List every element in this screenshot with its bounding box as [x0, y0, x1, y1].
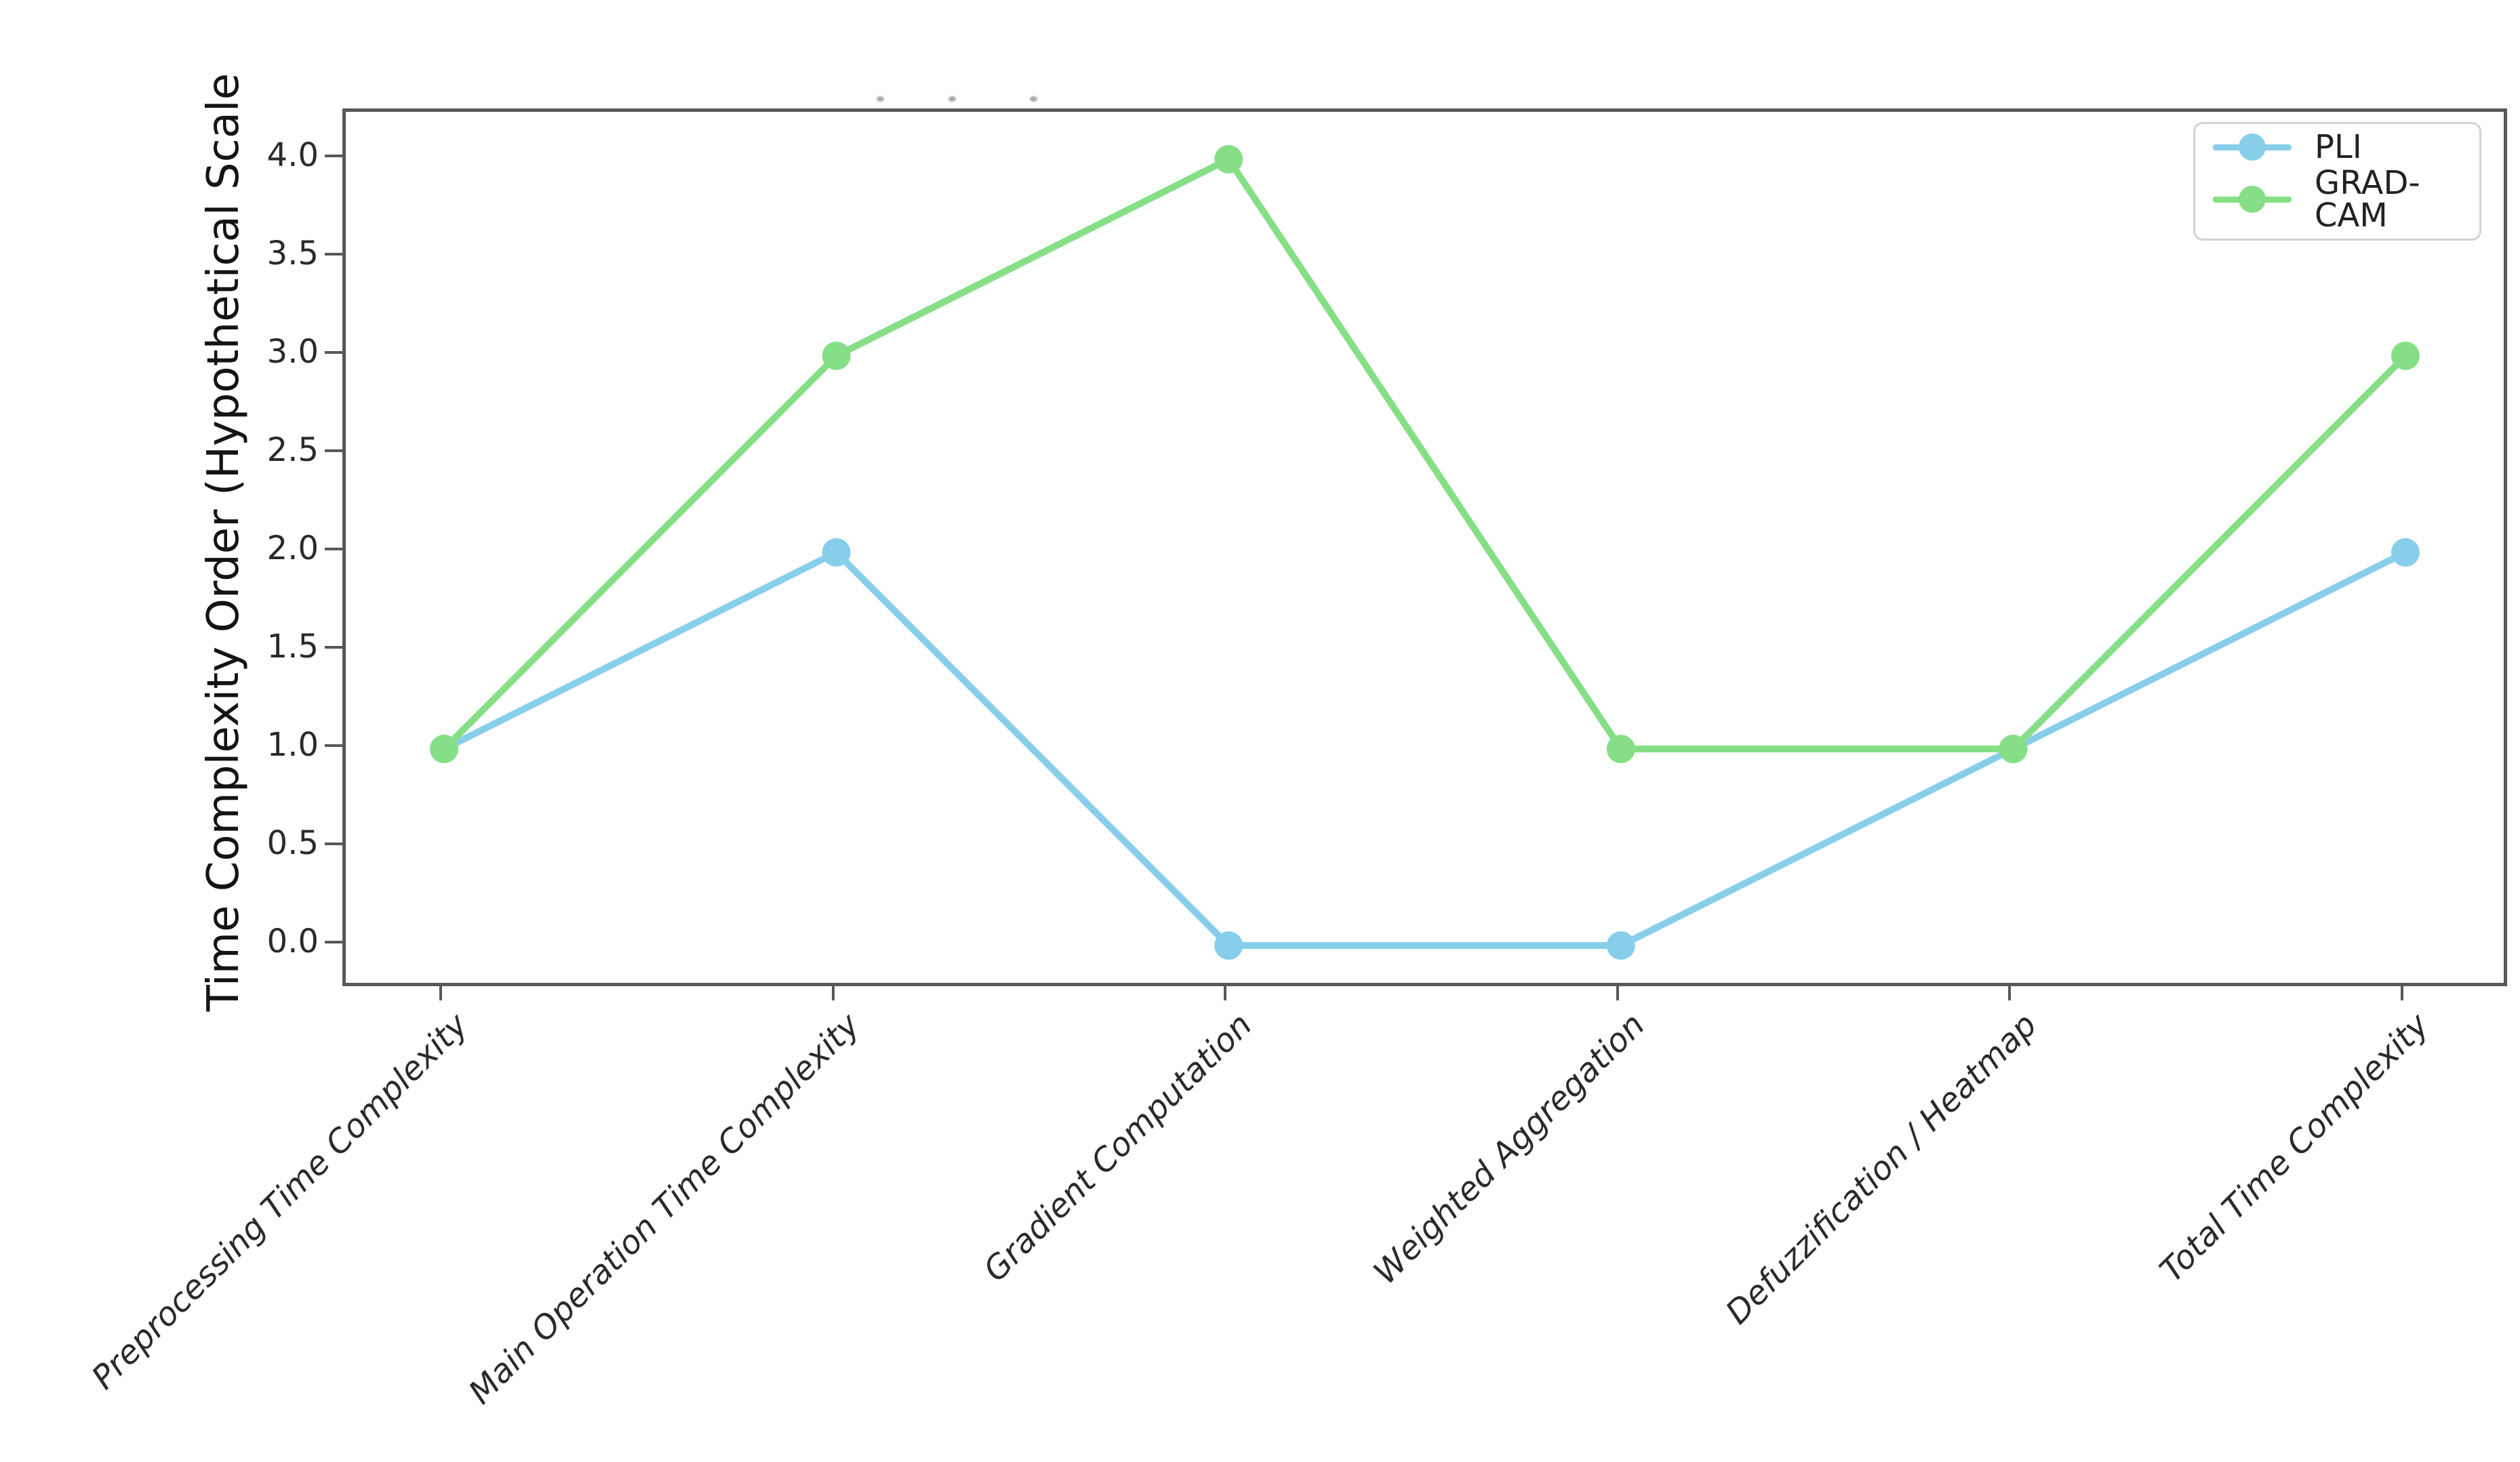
line-chart-svg	[430, 145, 2420, 960]
y-tick-label: 3.5	[266, 235, 319, 273]
y-tick-label: 0.0	[266, 922, 319, 961]
y-tick-label: 3.0	[266, 333, 319, 371]
x-tick-label: Weighted Aggregation	[1366, 1006, 1652, 1292]
x-tick	[439, 983, 442, 1000]
legend-item-pli: PLI	[2213, 131, 2473, 163]
y-tick	[325, 155, 342, 157]
x-tick-label: Defuzzification / Heatmap	[1718, 1006, 2045, 1332]
y-tick-label: 1.5	[266, 628, 319, 666]
y-tick	[325, 548, 342, 550]
x-tick-label: Preprocessing Time Complexity	[84, 1006, 475, 1397]
y-tick	[325, 941, 342, 943]
legend-line-sample-grad-cam	[2213, 185, 2292, 213]
clipped-title-artifact	[877, 96, 884, 102]
plot-area	[342, 108, 2507, 986]
x-tick	[1224, 983, 1227, 1000]
y-tick	[325, 744, 342, 747]
y-tick-label: 2.5	[266, 431, 319, 470]
marker-grad-cam-1	[822, 342, 851, 370]
x-tick-label: Total Time Complexity	[2153, 1006, 2437, 1290]
y-tick	[325, 449, 342, 452]
y-tick	[325, 351, 342, 354]
y-axis-label: Time Complexity Order (Hypothetical Scal…	[199, 73, 249, 1012]
clipped-title-artifact	[1030, 96, 1037, 102]
series-line-grad-cam	[441, 156, 2409, 752]
marker-pli-2	[1214, 931, 1243, 960]
x-tick	[2401, 983, 2403, 1000]
marker-grad-cam-2	[1214, 145, 1243, 174]
x-tick-label: Gradient Computation	[976, 1006, 1260, 1289]
x-tick	[2008, 983, 2012, 1000]
marker-grad-cam-4	[1999, 735, 2028, 763]
marker-pli-3	[1606, 931, 1635, 960]
y-tick-label: 1.0	[266, 726, 319, 765]
marker-grad-cam-5	[2391, 342, 2420, 370]
y-tick-label: 4.0	[266, 136, 319, 175]
x-tick-label: Main Operation Time Complexity	[462, 1006, 868, 1412]
marker-pli-1	[822, 538, 851, 567]
y-tick	[325, 646, 342, 649]
legend-label: GRAD-CAM	[2315, 163, 2420, 235]
marker-grad-cam-0	[430, 735, 458, 763]
y-tick	[325, 842, 342, 845]
x-tick	[1616, 983, 1619, 1000]
legend-item-grad-cam: GRAD-CAM	[2213, 167, 2473, 232]
legend-label: PLI	[2315, 128, 2362, 167]
legend-sample-marker	[2239, 185, 2266, 213]
legend: PLI GRAD-CAM	[2193, 122, 2481, 241]
legend-sample-marker	[2239, 134, 2266, 161]
series-line-pli	[441, 549, 2409, 949]
marker-grad-cam-3	[1606, 735, 1635, 763]
y-tick-label: 2.0	[266, 529, 319, 568]
marker-pli-5	[2391, 538, 2420, 567]
legend-line-sample-pli	[2213, 134, 2292, 161]
y-tick	[325, 253, 342, 256]
clipped-title-artifact	[948, 96, 956, 102]
x-tick	[831, 983, 835, 1000]
y-tick-label: 0.5	[266, 824, 319, 863]
